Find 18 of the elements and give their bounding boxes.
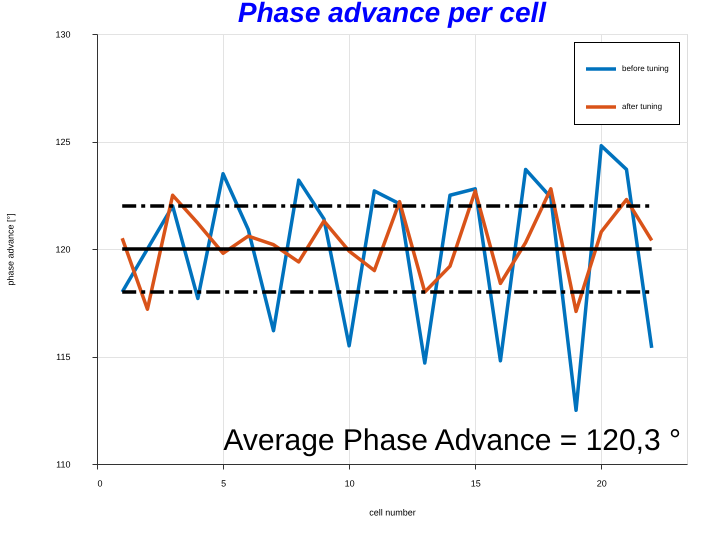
chart-title: Phase advance per cell: [238, 0, 548, 28]
line-series: [120, 144, 654, 412]
x-tick-label: 0: [98, 478, 103, 488]
x-tick-label: 15: [470, 478, 481, 488]
x-tick-label: 20: [596, 478, 607, 488]
line-series: [120, 187, 654, 314]
x-tick-label: 10: [344, 478, 355, 488]
legend-label: before tuning: [622, 64, 669, 73]
y-tick-label: 125: [55, 137, 70, 147]
x-tick-label: 5: [221, 478, 226, 488]
y-tick-label: 110: [56, 460, 70, 470]
y-tick-label: 130: [55, 30, 70, 40]
y-axis-title: phase advance [°]: [5, 213, 16, 286]
y-tick-label: 115: [56, 352, 70, 362]
x-axis-title: cell number: [369, 508, 416, 518]
y-tick-label: 120: [55, 244, 70, 254]
annotation: Average Phase Advance = 120,3 °: [223, 424, 681, 457]
legend-label: after tuning: [622, 102, 662, 111]
